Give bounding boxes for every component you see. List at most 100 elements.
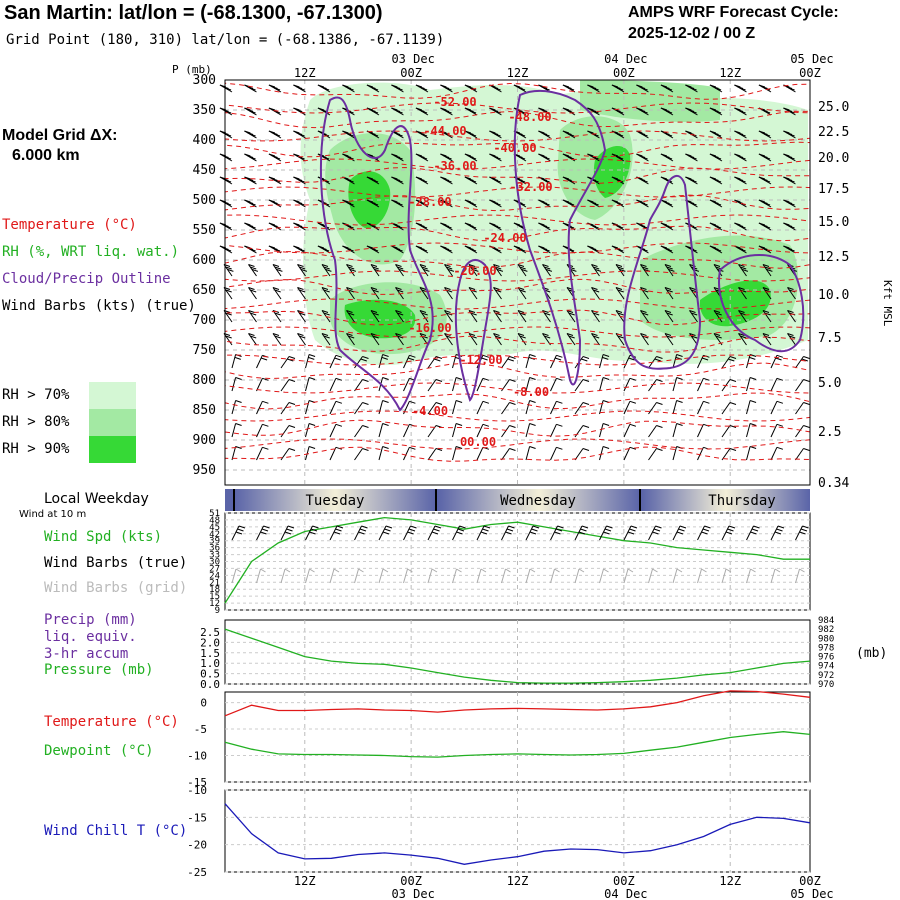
wind-barb-feather [273,179,281,183]
wind-barb [672,354,678,369]
pressure-tick: 970 [818,680,834,690]
surface-wind-barb [599,525,607,541]
temperature-contour-label: -48.00 [508,110,551,124]
precip-label-2: liq. equiv. [44,629,137,645]
surface-wind-barb-feather [261,528,269,532]
surface-wind-barb-feather [604,528,612,532]
wind-barb [305,354,310,369]
wind-barb-feather [712,201,719,204]
wind-barb-feather [714,225,722,229]
wind-barb-feather [619,268,626,272]
wind-barb-feather [689,287,696,290]
wind-barb-feather [397,289,404,293]
wind-barb-feather [562,107,570,111]
subplot-frames [224,512,811,873]
grid-wind-barb [599,568,604,584]
grid-wind-barb [403,568,408,584]
wind-barb-feather [556,423,563,427]
wind-barb-feather [224,179,232,183]
wind-barb [599,423,604,438]
wind-barb-feather [274,335,281,339]
surface-wind-barb-feather [727,528,734,532]
wind-barb [574,448,584,461]
wind-barb-feather [244,107,251,111]
bottom-hour-label: 12Z [294,874,316,888]
grid-wind-barb-feather [480,568,487,573]
wind-barb-feather [540,109,548,112]
wind-barb [476,447,484,461]
wind-barb-feather [763,202,771,206]
wind-barb-feather [509,356,516,359]
wind-barb [403,424,410,438]
wind-barb [427,402,437,415]
wind-barb-feather [393,178,401,181]
wind-barb-feather [663,109,670,112]
wind-barb-feather [317,84,325,88]
wind-barb-feather [455,377,463,380]
wind-barb-feather [344,155,352,158]
wind-barb-feather [268,84,276,88]
wind-barb-feather [776,446,784,450]
wind-barb-feather [543,133,550,137]
wind-barb-feather [565,86,572,89]
grid-wind-barb [746,568,751,584]
wind-barb-feather [317,245,325,249]
wind-barb [256,355,263,369]
surface-wind-barb [427,525,436,541]
wind-barb-feather [665,110,673,114]
wind-barb-feather [687,155,695,158]
wind-barb-feather [544,312,551,316]
wind-barb-feather [668,268,675,272]
grid-wind-barb-feather [309,568,315,573]
wind-barb-feather [299,289,306,293]
wind-barb-feather [347,133,354,137]
wind-barb [468,333,478,346]
weekday-label-tuesday: Tuesday [305,493,364,509]
wind-barb-feather [739,110,746,114]
surface-wind-barb-feather [287,525,295,529]
wind-barb-feather [602,446,610,449]
pressure-tick-label: 850 [193,403,216,418]
wind-barb-feather [308,354,316,357]
grid-wind-barb [721,568,727,584]
wind-barb-feather [640,333,647,336]
wind-barb-feather [298,87,305,91]
wind-barb-feather [543,202,550,206]
wind-barb-feather [665,225,673,229]
wind-barb-feather [418,247,425,250]
wind-barb [697,378,704,392]
rh-key-80-swatch [89,409,136,436]
wind-barb-feather [308,423,316,426]
wind-barb [664,333,674,346]
wind-barb-feather [562,222,570,226]
wind-barb [256,447,263,461]
wind-barb-feather [689,310,696,313]
wind-barb-feather [444,287,451,290]
wind-barb-feather [729,425,737,428]
wind-barb-feather [393,86,401,89]
wind-barb-feather [542,310,549,313]
wind-barb-feather [391,199,398,203]
wind-barb-feather [396,179,403,183]
surface-wind-barb-feather [777,525,785,529]
wind-barb-feather [593,289,600,293]
wind-barb-feather [335,354,343,358]
wind-barb-feather [616,110,624,114]
wind-barb [738,333,747,346]
wind-barb-feather [244,245,251,249]
wind-barb-feather [739,248,746,252]
wind-barb-feather [342,153,349,157]
wind-barb-feather [538,176,545,180]
wind-barb-feather [370,310,378,313]
temperature-contour [224,382,811,394]
wind-barb-feather [758,130,766,134]
wind-barb [501,425,510,438]
temperature-contour-label: -40.00 [493,141,536,155]
wind-barb-feather [762,287,770,290]
wind-barb-feather [739,225,746,229]
pressure-tick-label: 300 [193,73,216,88]
wind-barb [272,264,282,277]
wind-barb-feather [235,377,242,380]
wind-barb-feather [440,107,447,111]
wind-barb [329,401,337,415]
